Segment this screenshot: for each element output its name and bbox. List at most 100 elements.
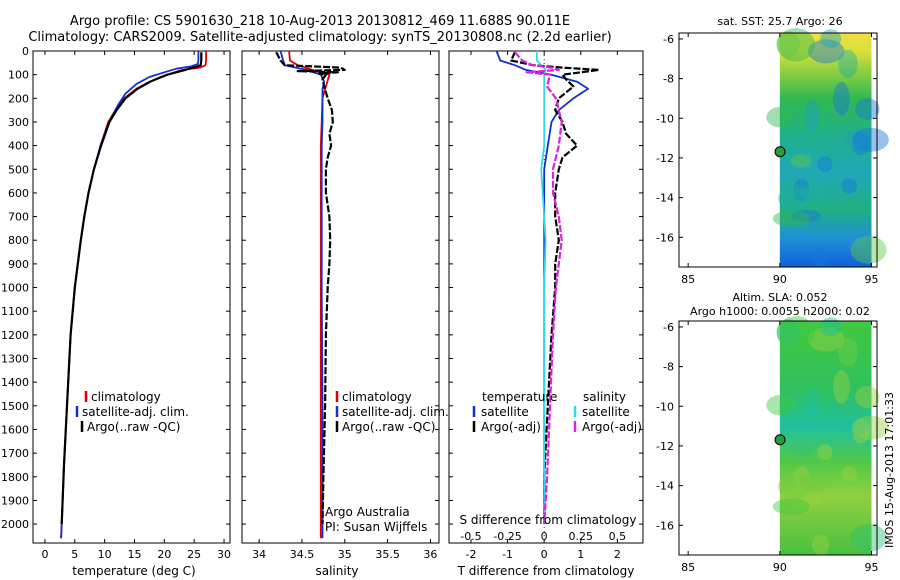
salinity-x-label: salinity <box>315 564 358 578</box>
legend-label-argo: Argo(..raw -QC) <box>342 420 435 434</box>
credit-line1: Argo Australia <box>325 505 410 519</box>
depth-tick-label: 1400 <box>1 376 29 389</box>
lon-tick-label: 85 <box>681 273 695 286</box>
series-line-argo-adj- <box>514 51 563 525</box>
x2-tick-label: 0 <box>541 530 548 543</box>
field-texture-blob <box>841 178 858 194</box>
figure-title-line2: Climatology: CARS2009. Satellite-adjuste… <box>28 30 612 45</box>
field-texture-blob <box>851 418 871 444</box>
field-texture-blob <box>772 210 810 227</box>
argo-float-marker <box>774 434 786 446</box>
depth-tick-label: 1700 <box>1 447 29 460</box>
field-texture-blob <box>766 394 795 416</box>
depth-tick-label: 1000 <box>1 282 29 295</box>
imos-timestamp: IMOS 15-Aug-2013 17:01:33 <box>883 392 896 548</box>
sla-map-frame <box>678 320 878 556</box>
field-texture-blob <box>841 466 858 482</box>
depth-tick-label: 400 <box>8 140 29 153</box>
field-texture-blob <box>778 185 810 212</box>
lon-tick-label: 95 <box>865 561 879 574</box>
lat-tick-label: -6 <box>663 33 674 46</box>
field-texture-blob <box>851 130 871 156</box>
lat-tick-label: -12 <box>656 152 674 165</box>
x-tick-label: -1 <box>502 548 513 561</box>
sst-map-axes: 85 90 95 -6 -8 -10 -12 -14 -16 <box>656 33 878 286</box>
field-texture-blob <box>855 386 880 408</box>
salinity-axes-frame <box>241 50 440 544</box>
field-texture-blob <box>833 81 850 116</box>
field-texture-blob <box>811 246 830 267</box>
field-texture-blob <box>804 98 820 132</box>
series-line-satellite-adj-clim- <box>60 51 200 539</box>
field-texture-blob <box>799 473 833 490</box>
x-tick-label: 34 <box>252 548 266 561</box>
temperature-lines <box>60 51 208 539</box>
field-texture-blob <box>844 130 869 147</box>
depth-tick-label: 1200 <box>1 329 29 342</box>
sst-map-title: sat. SST: 25.7 Argo: 26 <box>717 15 842 28</box>
lat-tick-label: -10 <box>656 112 674 125</box>
field-texture-blob <box>807 327 845 352</box>
lon-tick-label: 85 <box>681 561 695 574</box>
sla-map-title-line1: Altim. SLA: 0.052 <box>732 291 827 304</box>
x2-tick-label: -0.25 <box>493 530 521 543</box>
sla-map-title-line2: Argo h1000: 0.0055 h2000: 0.02 <box>690 305 870 318</box>
field-texture-blob <box>790 209 822 222</box>
field-texture-blob <box>772 498 810 515</box>
lat-tick-label: -14 <box>656 480 674 493</box>
lat-tick-label: -12 <box>656 440 674 453</box>
lat-tick-label: -8 <box>663 361 674 374</box>
sst-texture <box>766 28 889 267</box>
field-texture-blob <box>766 106 795 128</box>
field-texture-blob <box>844 418 869 435</box>
x-tick-label: 5 <box>71 548 78 561</box>
x2-tick-label: 0.5 <box>609 530 627 543</box>
field-texture-blob <box>817 156 833 173</box>
series-line-satellite <box>535 51 547 525</box>
depth-tick-label: 500 <box>8 163 29 176</box>
legend-label-climatology: climatology <box>342 390 412 404</box>
x-tick-label: -2 <box>465 548 476 561</box>
temperature-x-axis: 0 5 10 15 20 25 30 <box>41 51 231 561</box>
depth-tick-label: 900 <box>8 258 29 271</box>
field-texture-blob <box>855 98 880 120</box>
field-texture-blob <box>799 185 833 202</box>
field-texture-blob <box>793 466 810 490</box>
x2-tick-label: -0.5 <box>460 530 481 543</box>
depth-tick-label: 300 <box>8 116 29 129</box>
x-tick-label: 15 <box>127 548 141 561</box>
salinity-panel: 34 34.5 35 35.5 36 salinity climatology sate… <box>241 50 449 578</box>
sst-map-frame <box>678 32 878 268</box>
field-texture-blob <box>838 337 858 367</box>
x-tick-label: 20 <box>157 548 171 561</box>
x-tick-label: 34.5 <box>290 548 315 561</box>
depth-tick-label: 600 <box>8 187 29 200</box>
credit-line2: PI: Susan Wijffels <box>325 520 427 534</box>
x-tick-label: 0 <box>541 548 548 561</box>
legend-label-s-satellite: satellite <box>582 405 630 419</box>
temperature-axes-frame <box>32 50 231 544</box>
depth-tick-label: 1800 <box>1 471 29 484</box>
depth-tick-label: 700 <box>8 211 29 224</box>
depth-tick-label: 1500 <box>1 400 29 413</box>
series-line-satellite-adj-clim- <box>279 51 326 539</box>
depth-tick-label: 1300 <box>1 353 29 366</box>
difference-s-label: S difference from climatology <box>460 513 637 527</box>
lat-tick-label: -14 <box>656 192 674 205</box>
difference-x-axis: -2 -1 0 1 2 <box>465 51 621 561</box>
depth-tick-label: 2000 <box>1 518 29 531</box>
salinity-lines <box>275 51 346 539</box>
lon-tick-label: 90 <box>773 273 787 286</box>
depth-tick-label: 0 <box>22 45 29 58</box>
lon-tick-label: 95 <box>865 273 879 286</box>
salinity-legend: climatology satellite-adj. clim. Argo(..… <box>335 390 449 434</box>
x-tick-label: 2 <box>614 548 621 561</box>
legend-label-satellite: satellite-adj. clim. <box>82 405 189 419</box>
lat-tick-label: -10 <box>656 400 674 413</box>
lat-tick-label: -6 <box>663 321 674 334</box>
field-texture-blob <box>776 318 800 346</box>
temperature-legend: climatology satellite-adj. clim. Argo(..… <box>75 390 189 434</box>
field-texture-blob <box>820 29 842 48</box>
field-texture-blob <box>852 415 889 440</box>
